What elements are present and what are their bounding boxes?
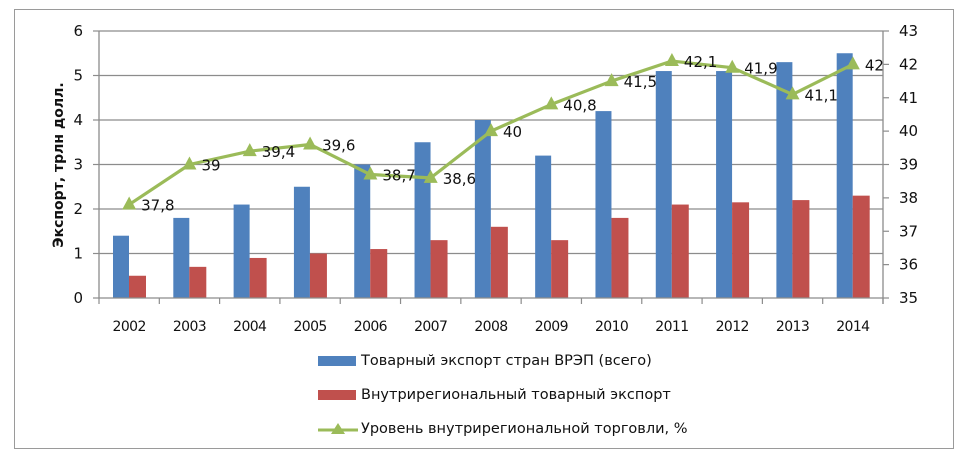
- green-line-triangle-icon: [318, 422, 358, 436]
- triangle-marker-icon: [122, 196, 137, 210]
- y-tick-label: 2: [73, 200, 83, 218]
- bar-intraregional-export: [430, 240, 448, 298]
- x-tick-label: 2013: [776, 319, 809, 335]
- triangle-marker-icon: [423, 169, 438, 183]
- bar-total-export: [776, 62, 793, 299]
- legend-item-intraregional-export: Внутрирегиональный товарный экспорт: [318, 378, 688, 412]
- x-tick-label: 2008: [474, 319, 507, 335]
- data-label: 39: [201, 157, 220, 175]
- triangle-marker-icon: [725, 59, 740, 73]
- triangle-marker-icon: [363, 166, 378, 180]
- bar-total-export: [655, 71, 672, 298]
- axis-labels: 0 1 2 3 4 5 6 35 36 37 38 39 40 41 42 43 2002 2003 2004 200…: [73, 22, 918, 335]
- bar-intraregional-export: [249, 257, 267, 298]
- data-label: 42: [865, 56, 884, 74]
- legend: Товарный экспорт стран ВРЭП (всего) Внут…: [318, 344, 688, 446]
- data-label: 38,6: [443, 170, 476, 188]
- red-bar-swatch-icon: [318, 390, 356, 400]
- triangle-marker-icon: [242, 143, 257, 157]
- bar-total-export: [414, 142, 431, 298]
- bar-intraregional-export: [611, 217, 629, 298]
- bar-intraregional-export: [189, 266, 207, 298]
- triangle-marker-icon: [845, 56, 860, 70]
- bar-series: [113, 53, 870, 299]
- x-tick-label: 2007: [414, 319, 447, 335]
- y2-tick-label: 40: [899, 122, 918, 140]
- y-tick-label: 5: [73, 67, 83, 85]
- gridlines: [99, 30, 883, 255]
- legend-label: Внутрирегиональный товарный экспорт: [361, 387, 671, 403]
- y-tick-label: 6: [73, 22, 83, 40]
- triangle-marker-icon: [484, 123, 498, 137]
- triangle-marker-icon: [785, 86, 800, 100]
- bar-total-export: [595, 111, 612, 298]
- x-tick-label: 2010: [595, 319, 628, 335]
- y2-tick-label: 37: [899, 222, 918, 240]
- y2-tick-label: 36: [899, 256, 918, 274]
- y2-tick-label: 43: [899, 22, 918, 40]
- y-tick-label: 4: [73, 111, 83, 129]
- axes: [93, 30, 889, 304]
- triangle-marker-icon: [303, 136, 318, 150]
- bar-total-export: [293, 186, 310, 298]
- y2-tick-label: 41: [899, 89, 918, 107]
- data-label: 37,8: [141, 197, 174, 215]
- data-label: 40: [503, 123, 522, 141]
- bar-intraregional-export: [671, 204, 689, 298]
- bar-intraregional-export: [490, 226, 508, 298]
- x-tick-label: 2002: [113, 319, 146, 335]
- y-axis-title: Экспорт, трлн долл.: [51, 82, 67, 247]
- bar-intraregional-export: [129, 275, 146, 298]
- legend-label: Уровень внутрирегиональной торговли, %: [361, 421, 688, 437]
- triangle-marker-icon: [182, 156, 197, 170]
- y2-tick-label: 38: [899, 189, 918, 207]
- triangle-marker-icon: [604, 73, 619, 87]
- bar-total-export: [113, 235, 129, 298]
- y-tick-label: 3: [73, 156, 83, 174]
- y2-tick-label: 39: [899, 156, 918, 174]
- x-tick-label: 2003: [173, 319, 206, 335]
- legend-item-total-export: Товарный экспорт стран ВРЭП (всего): [318, 344, 688, 378]
- data-label: 39,6: [322, 136, 355, 154]
- bar-intraregional-export: [852, 195, 870, 298]
- x-tick-label: 2014: [836, 319, 870, 335]
- bar-total-export: [233, 204, 250, 298]
- data-label: 41,5: [624, 73, 657, 91]
- x-tick-label: 2004: [233, 319, 267, 335]
- data-label: 38,7: [382, 167, 415, 185]
- data-label: 41,9: [744, 60, 777, 78]
- bar-total-export: [535, 155, 552, 298]
- data-label: 42,1: [684, 53, 717, 71]
- bar-intraregional-export: [309, 253, 327, 298]
- y2-tick-label: 35: [899, 289, 918, 307]
- y2-tick-label: 42: [899, 55, 918, 73]
- triangle-marker-icon: [544, 96, 559, 110]
- x-tick-label: 2006: [354, 319, 388, 335]
- bar-intraregional-export: [792, 200, 810, 298]
- bar-intraregional-export: [732, 202, 750, 298]
- data-label: 40,8: [563, 96, 596, 114]
- bar-total-export: [474, 120, 491, 298]
- bar-intraregional-export: [551, 240, 569, 298]
- bar-intraregional-export: [370, 249, 388, 298]
- bar-total-export: [354, 164, 371, 298]
- legend-item-trade-level: Уровень внутрирегиональной торговли, %: [318, 412, 688, 446]
- x-tick-label: 2009: [535, 319, 568, 335]
- bar-total-export: [716, 71, 733, 298]
- blue-bar-swatch-icon: [318, 356, 356, 366]
- x-tick-label: 2005: [293, 319, 326, 335]
- y-tick-label: 1: [73, 245, 83, 263]
- x-tick-label: 2011: [655, 319, 688, 335]
- data-label: 39,4: [262, 143, 295, 161]
- bar-total-export: [173, 217, 190, 298]
- x-tick-label: 2012: [716, 319, 749, 335]
- legend-label: Товарный экспорт стран ВРЭП (всего): [361, 353, 652, 369]
- triangle-marker-icon: [664, 53, 679, 67]
- line-series: 37,8 39 39,4 39,6 38,7 38,6 40 40,8 41,5 42,1 41,9…: [122, 53, 884, 215]
- data-label: 41,1: [805, 86, 838, 104]
- bar-total-export: [836, 53, 853, 298]
- y-tick-label: 0: [73, 289, 83, 307]
